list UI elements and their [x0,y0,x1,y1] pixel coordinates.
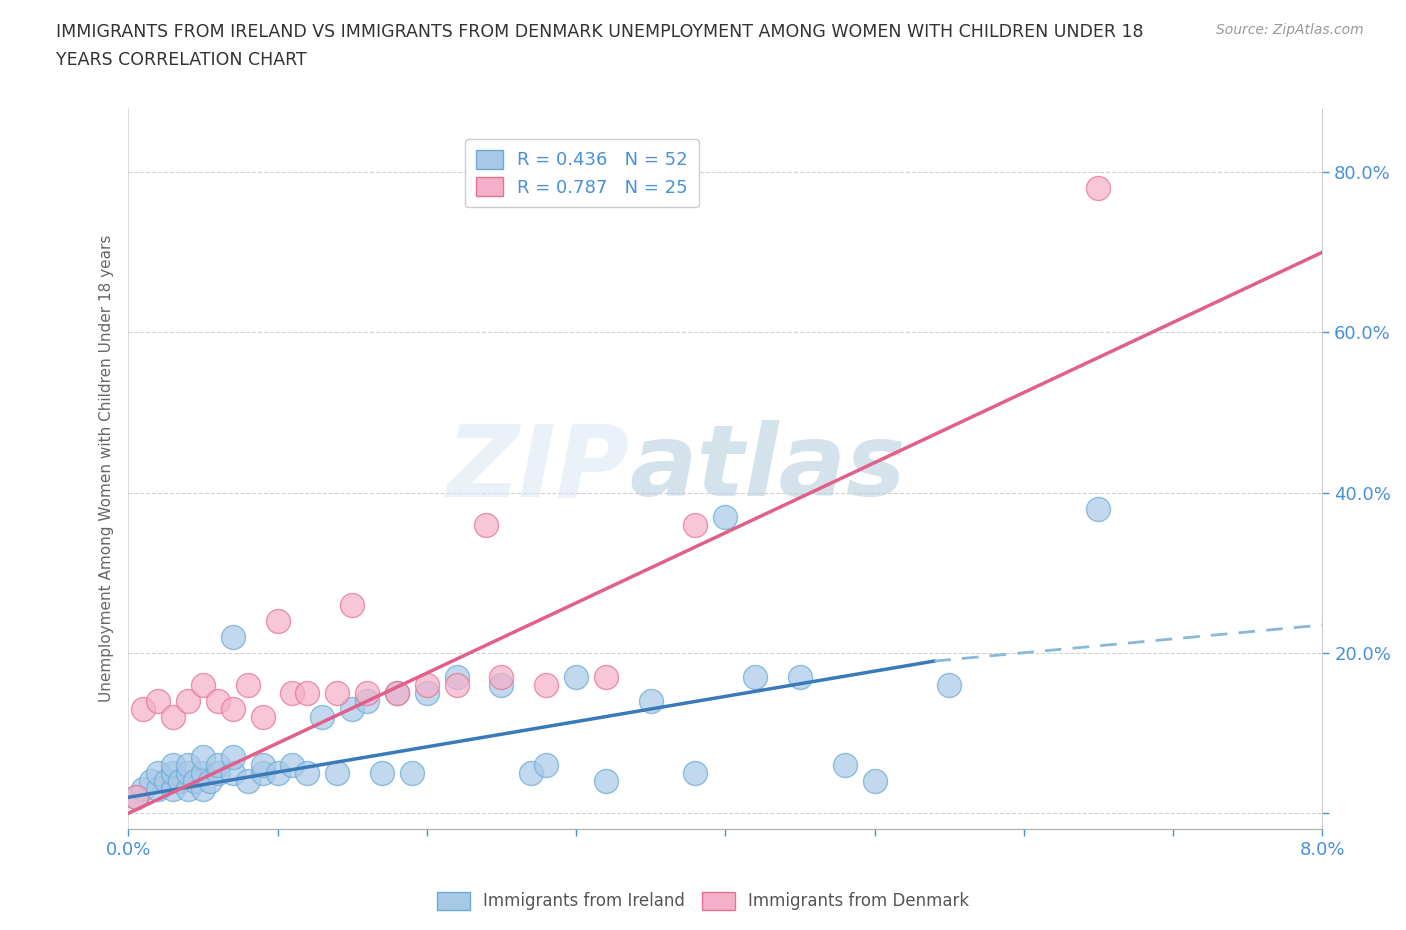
Point [146,765,169,780]
Legend: Immigrants from Ireland, Immigrants from Denmark: Immigrants from Ireland, Immigrants from… [430,885,976,917]
Point [863,774,886,789]
Point [297,685,319,700]
Point [1087,180,1109,195]
Text: Source: ZipAtlas.com: Source: ZipAtlas.com [1216,23,1364,37]
Point [146,782,169,797]
Point [446,678,468,693]
Text: YEARS CORRELATION CHART: YEARS CORRELATION CHART [56,51,307,69]
Point [297,765,319,780]
Point [207,765,229,780]
Point [222,765,245,780]
Point [207,694,229,709]
Point [534,758,557,773]
Point [177,782,200,797]
Point [491,670,513,684]
Point [266,765,288,780]
Point [281,758,304,773]
Point [685,517,707,532]
Text: IMMIGRANTS FROM IRELAND VS IMMIGRANTS FROM DENMARK UNEMPLOYMENT AMONG WOMEN WITH: IMMIGRANTS FROM IRELAND VS IMMIGRANTS FR… [56,23,1143,41]
Point [281,685,304,700]
Text: ZIP: ZIP [447,420,630,517]
Point [371,765,394,780]
Point [416,685,439,700]
Point [236,774,259,789]
Point [191,782,214,797]
Point [938,678,960,693]
Point [252,758,274,773]
Point [146,694,169,709]
Point [191,765,214,780]
Point [685,765,707,780]
Point [139,774,162,789]
Point [191,678,214,693]
Point [640,694,662,709]
Point [222,630,245,644]
Point [184,774,207,789]
Point [595,774,617,789]
Point [222,750,245,764]
Point [446,670,468,684]
Point [491,678,513,693]
Point [266,614,288,629]
Point [714,510,737,525]
Point [789,670,811,684]
Point [252,710,274,724]
Point [132,782,155,797]
Point [155,774,177,789]
Point [326,765,349,780]
Point [744,670,766,684]
Point [177,758,200,773]
Legend: R = 0.436   N = 52, R = 0.787   N = 25: R = 0.436 N = 52, R = 0.787 N = 25 [465,139,699,207]
Point [132,702,155,717]
Point [385,685,408,700]
Point [385,685,408,700]
Point [207,758,229,773]
Point [340,597,363,612]
Point [191,750,214,764]
Point [200,774,222,789]
Point [169,774,191,789]
Point [162,782,184,797]
Point [416,678,439,693]
Point [177,765,200,780]
Point [1087,501,1109,516]
Point [252,765,274,780]
Y-axis label: Unemployment Among Women with Children Under 18 years: Unemployment Among Women with Children U… [100,235,114,702]
Text: atlas: atlas [630,420,907,517]
Point [222,702,245,717]
Point [595,670,617,684]
Point [125,790,148,804]
Point [162,765,184,780]
Point [162,758,184,773]
Point [475,517,498,532]
Point [162,710,184,724]
Point [311,710,333,724]
Point [401,765,423,780]
Point [565,670,588,684]
Point [236,678,259,693]
Point [834,758,856,773]
Point [356,685,378,700]
Point [125,790,148,804]
Point [356,694,378,709]
Point [520,765,543,780]
Point [326,685,349,700]
Point [534,678,557,693]
Point [177,694,200,709]
Point [340,702,363,717]
